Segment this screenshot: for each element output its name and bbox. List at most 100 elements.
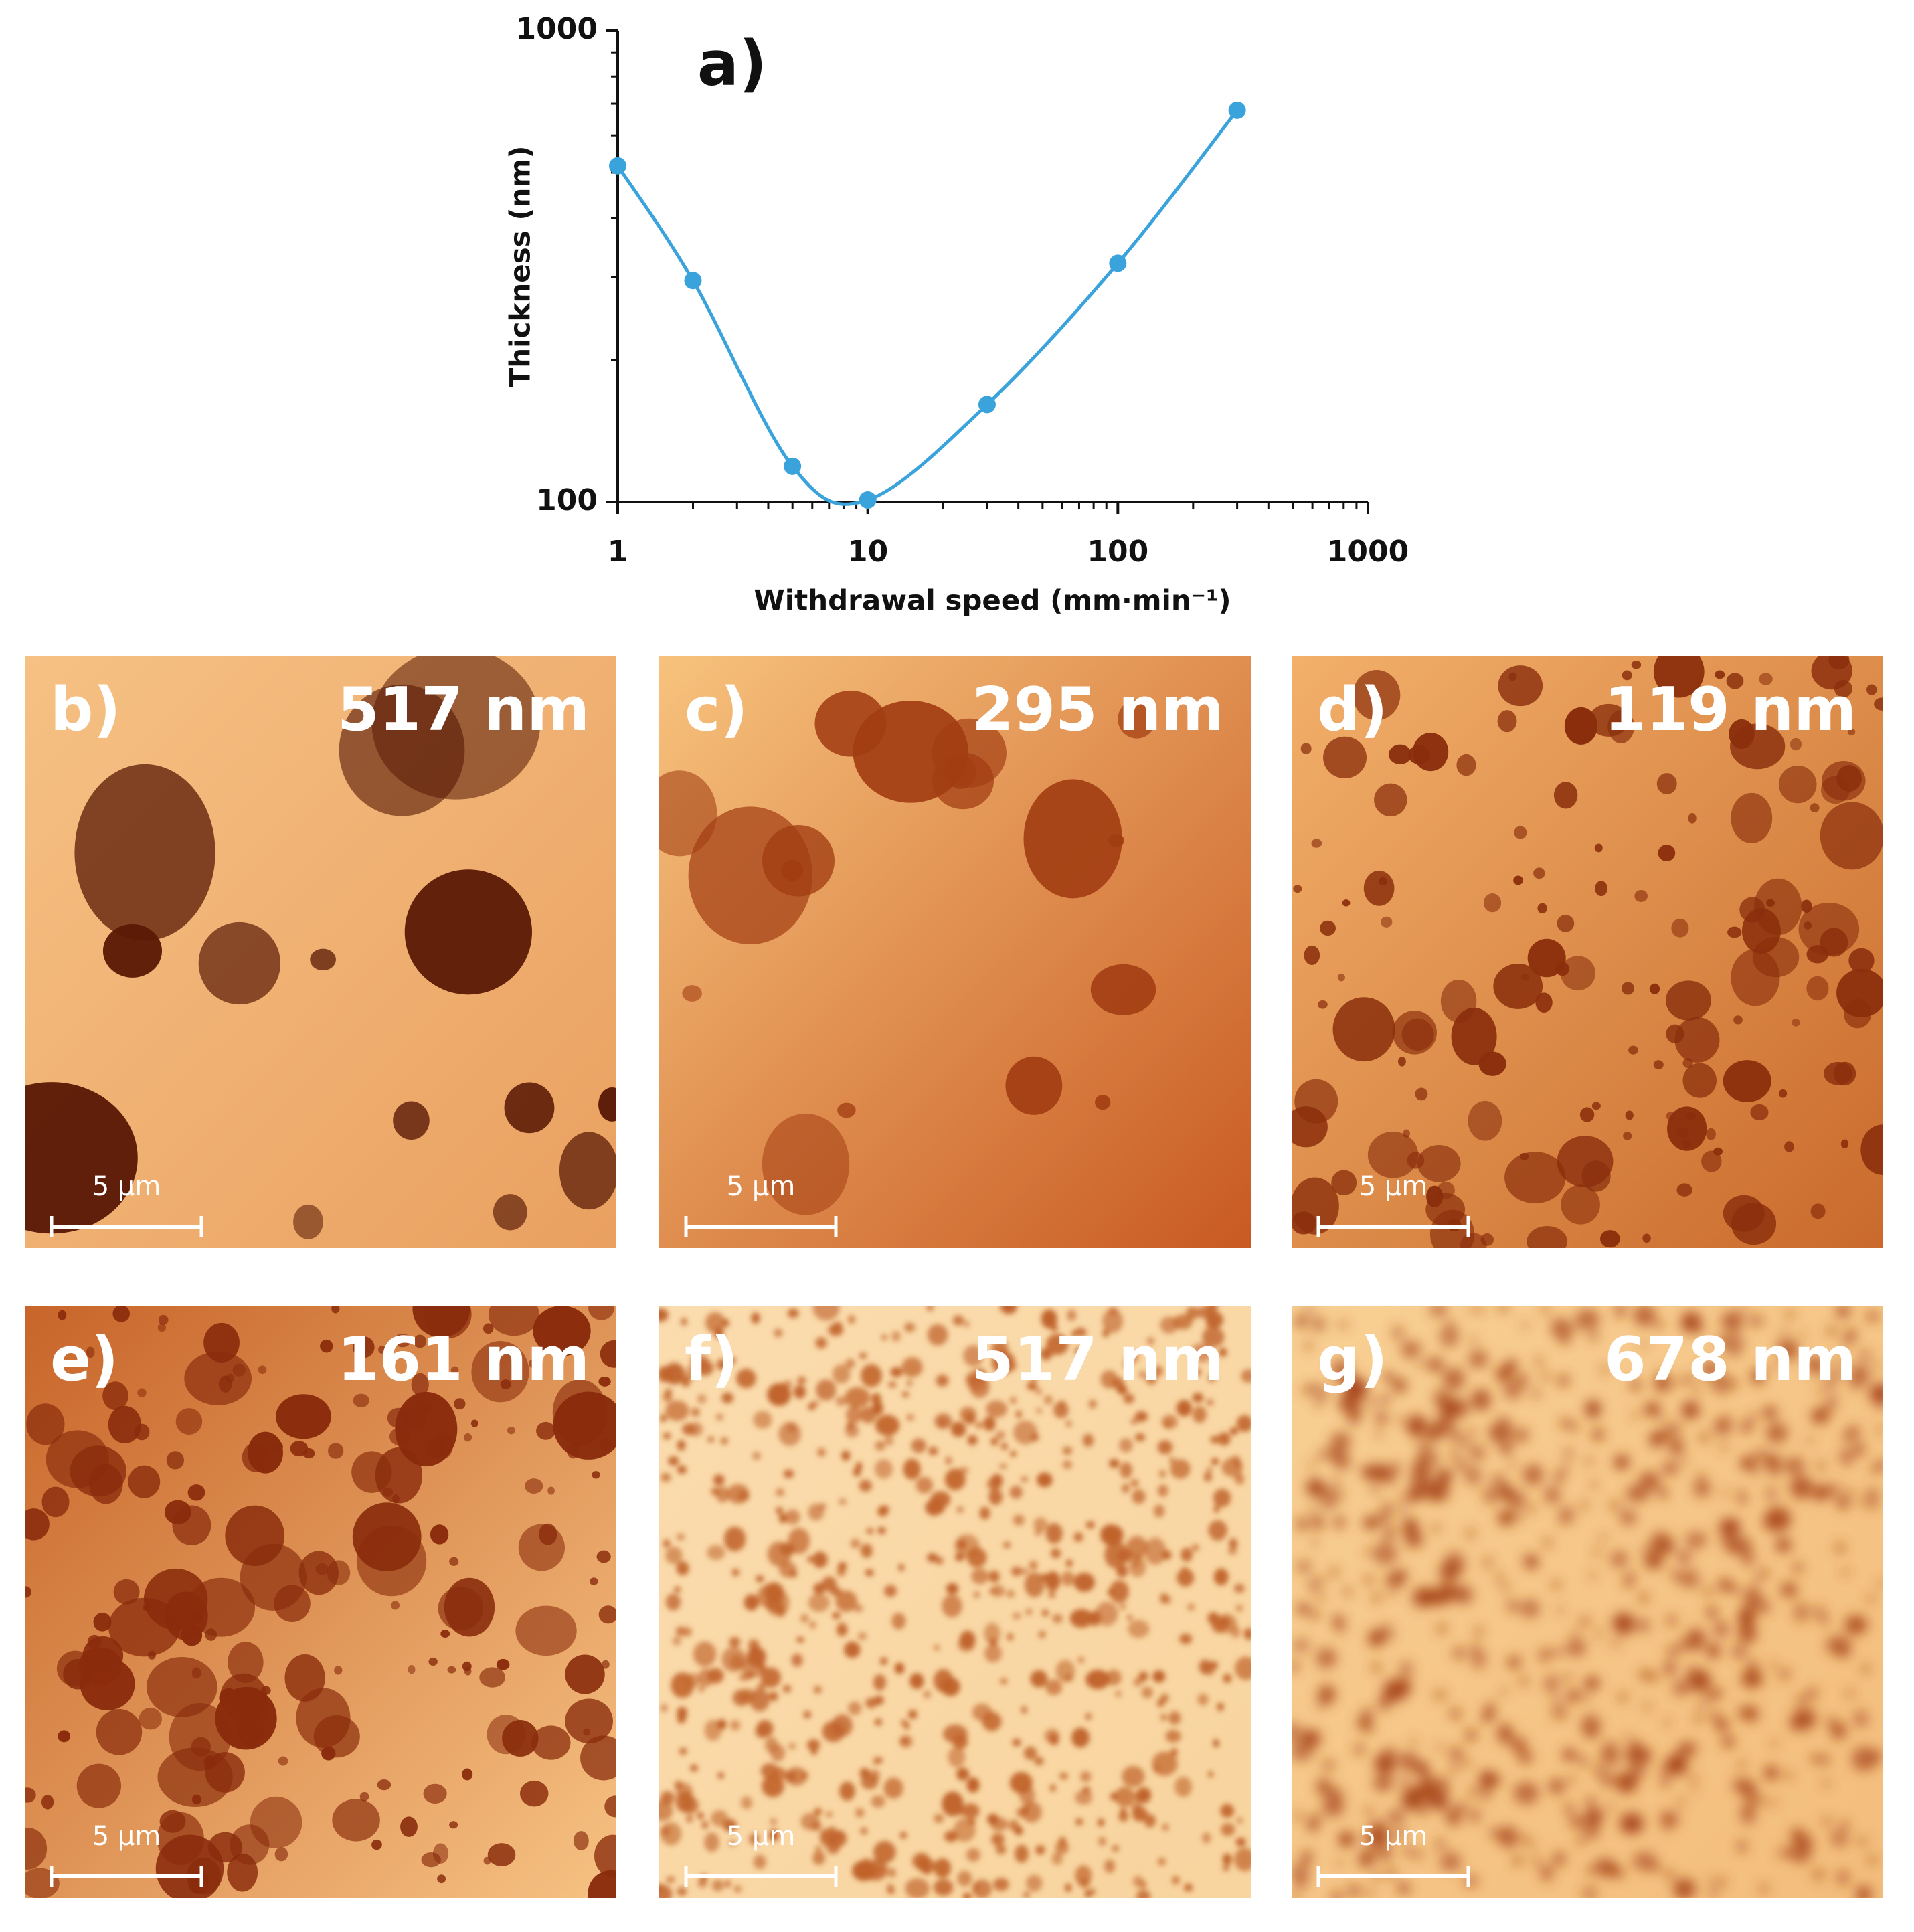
afm-hole	[1183, 1884, 1193, 1892]
afm-hole	[1871, 1466, 1879, 1474]
afm-hole	[1868, 1856, 1877, 1864]
afm-hole	[1730, 1584, 1741, 1595]
afm-hole	[1676, 1183, 1692, 1197]
afm-hole	[1367, 1399, 1375, 1407]
afm-hole	[1655, 1321, 1664, 1328]
afm-hole	[1682, 1063, 1717, 1098]
afm-hole	[707, 1668, 724, 1684]
afm-hole	[1115, 1690, 1122, 1698]
afm-hole	[814, 1808, 822, 1816]
afm-hole	[665, 1546, 683, 1565]
afm-hole	[1116, 1565, 1128, 1578]
afm-hole	[1220, 1804, 1235, 1818]
afm-hole	[813, 1583, 826, 1595]
afm-hole	[1527, 938, 1566, 978]
afm-hole	[1693, 1480, 1711, 1498]
afm-hole	[762, 1775, 784, 1797]
panel-label: e)	[50, 1324, 118, 1395]
afm-hole	[727, 1484, 750, 1504]
afm-hole	[1292, 1661, 1299, 1672]
afm-hole	[950, 1421, 966, 1437]
afm-hole	[1491, 1474, 1506, 1487]
afm-hole	[707, 1436, 715, 1443]
afm-hole	[1021, 1568, 1029, 1575]
afm-hole	[1454, 1457, 1467, 1472]
afm-hole	[990, 1437, 998, 1446]
afm-hole	[1610, 1501, 1620, 1510]
afm-hole	[1817, 1387, 1824, 1394]
afm-hole	[1418, 1805, 1427, 1816]
afm-hole	[518, 1524, 566, 1571]
afm-hole	[1671, 1569, 1678, 1578]
afm-hole	[1509, 1656, 1521, 1669]
afm-hole	[1440, 1852, 1462, 1872]
afm-image	[1292, 1306, 1883, 1898]
afm-hole	[25, 1827, 48, 1870]
afm-hole	[1516, 1511, 1524, 1520]
afm-hole	[665, 1388, 673, 1395]
afm-hole	[899, 1832, 907, 1839]
afm-hole	[1108, 1307, 1118, 1315]
afm-hole	[1033, 1517, 1048, 1532]
afm-hole	[1665, 980, 1711, 1021]
afm-hole	[1367, 1725, 1374, 1733]
afm-hole	[1415, 1587, 1439, 1606]
data-point	[609, 157, 626, 175]
afm-hole	[1327, 1787, 1344, 1806]
afm-hole	[1615, 1306, 1626, 1314]
afm-hole	[906, 1414, 914, 1421]
afm-hole	[352, 1502, 422, 1571]
afm-hole	[1497, 710, 1517, 733]
afm-hole	[812, 1851, 826, 1865]
afm-hole	[1510, 1737, 1527, 1753]
afm-hole	[847, 1422, 853, 1430]
afm-hole	[533, 1306, 591, 1356]
afm-hole	[1790, 737, 1802, 751]
afm-hole	[1373, 1542, 1397, 1565]
afm-hole	[1506, 1599, 1519, 1612]
afm-hole	[1614, 1455, 1630, 1470]
afm-hole	[1442, 1367, 1465, 1391]
afm-hole	[806, 1739, 820, 1751]
afm-hole	[967, 1435, 978, 1445]
afm-hole	[1867, 1595, 1875, 1603]
afm-hole	[1098, 1836, 1106, 1846]
afm-hole	[1383, 1371, 1393, 1383]
afm-hole	[879, 1657, 888, 1666]
panel-thickness: 678 nm	[1604, 1324, 1856, 1395]
afm-hole	[1342, 899, 1351, 907]
afm-hole	[1865, 1488, 1879, 1500]
afm-hole	[1334, 1516, 1344, 1528]
afm-hole	[1023, 1746, 1037, 1760]
afm-hole	[58, 1310, 67, 1320]
afm-hole	[529, 1358, 539, 1369]
afm-hole	[1044, 1729, 1060, 1743]
afm-hole	[230, 1824, 270, 1865]
afm-hole	[1607, 709, 1635, 743]
afm-hole	[1048, 1590, 1056, 1599]
afm-hole	[1589, 1571, 1597, 1579]
afm-hole	[1810, 803, 1820, 812]
afm-hole	[681, 1318, 687, 1326]
afm-hole	[888, 1381, 897, 1388]
afm-hole	[1499, 1306, 1508, 1312]
afm-hole	[1308, 1462, 1314, 1469]
afm-hole	[1483, 893, 1502, 913]
afm-hole	[974, 1884, 980, 1891]
afm-hole	[1046, 1334, 1069, 1356]
afm-hole	[859, 1767, 870, 1779]
afm-hole	[1089, 1888, 1096, 1895]
afm-hole	[1739, 897, 1765, 923]
afm-hole	[1520, 1599, 1540, 1618]
afm-hole	[1869, 1383, 1883, 1404]
afm-hole	[450, 1366, 459, 1374]
afm-hole	[1347, 1885, 1361, 1897]
afm-hole	[1741, 1421, 1753, 1433]
afm-hole	[423, 1306, 472, 1339]
afm-hole	[1152, 1365, 1163, 1377]
afm-hole	[1065, 1420, 1072, 1427]
afm-hole	[1374, 1752, 1397, 1775]
afm-hole	[912, 1852, 930, 1870]
afm-hole	[41, 1486, 70, 1518]
afm-hole	[846, 1405, 862, 1424]
